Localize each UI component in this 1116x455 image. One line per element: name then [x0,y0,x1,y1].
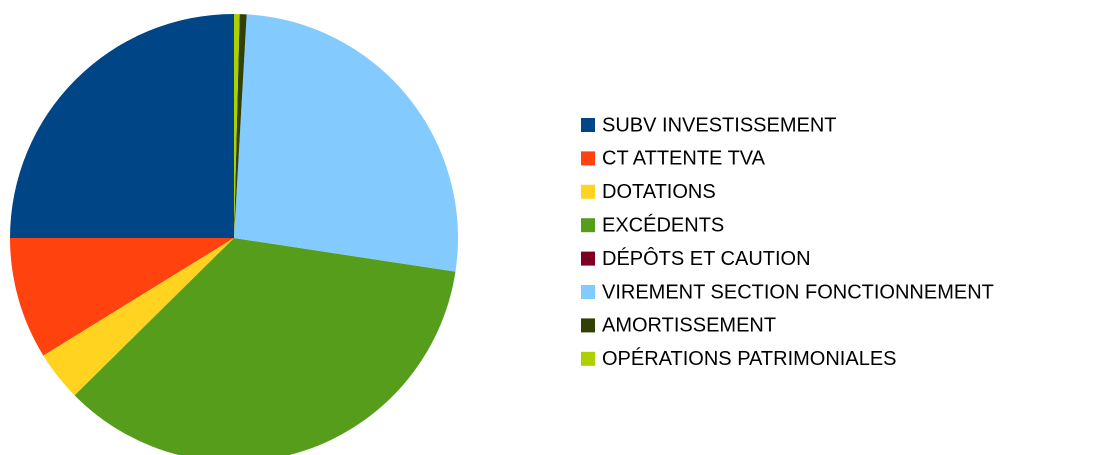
pie-slice [43,238,235,396]
legend-swatch [581,251,595,266]
legend-label: VIREMENT SECTION FONCTIONNEMENT [602,281,994,303]
legend-label: SUBV INVESTISSEMENT [602,114,837,136]
legend-swatch [581,151,595,166]
legend-label: OPÉRATIONS PATRIMONIALES [602,347,897,370]
legend-label: DOTATIONS [602,181,716,203]
legend-swatch [581,218,595,233]
pie-slice [234,14,240,238]
legend-swatch [581,285,595,299]
pie-slice [10,14,234,238]
legend-label: DÉPÔTS ET CAUTION [602,247,811,270]
pie-slice [234,14,247,239]
pie-slice [10,238,234,356]
legend-label: EXCÉDENTS [602,213,724,236]
legend-label: CT ATTENTE TVA [602,148,766,170]
pie-slice [234,14,458,272]
legend-swatch [581,184,595,199]
pie-slice [74,238,456,455]
legend-swatch [581,351,595,366]
legend-swatch [581,118,595,132]
legend-swatch [581,318,595,333]
legend-label: AMORTISSEMENT [602,315,776,337]
